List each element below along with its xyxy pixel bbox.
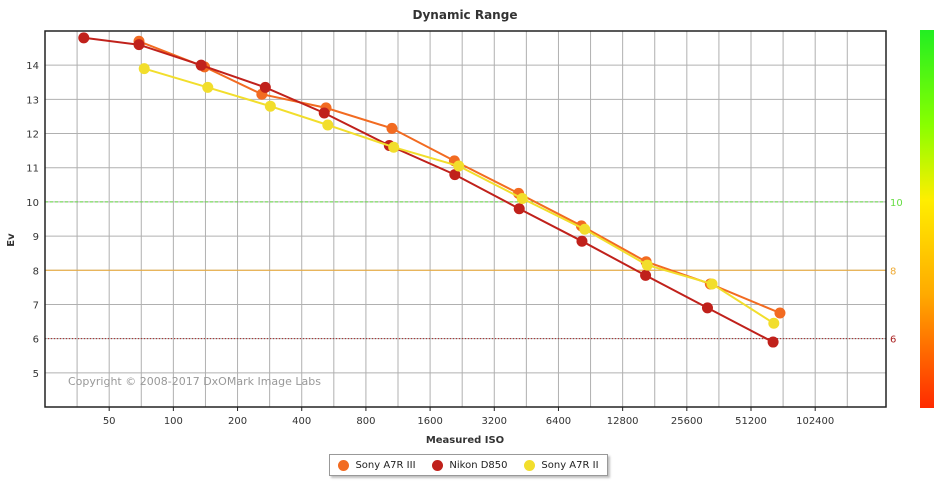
legend-label: Sony A7R II <box>541 459 599 471</box>
data-point-nikon-d850 <box>576 235 588 247</box>
data-point-sony-a7r-ii <box>706 278 718 290</box>
y-tick-label: 9 <box>33 232 39 243</box>
copyright-text: Copyright © 2008-2017 DxOMark Image Labs <box>68 375 321 388</box>
x-tick-label: 3200 <box>482 416 507 427</box>
data-point-sony-a7r-ii <box>453 160 465 172</box>
data-point-nikon-d850 <box>195 59 207 71</box>
reference-label: 6 <box>890 335 896 346</box>
x-axis-label: Measured ISO <box>426 435 504 446</box>
x-tick-label: 6400 <box>546 416 571 427</box>
legend: Sony A7R III Nikon D850 Sony A7R II <box>329 454 608 476</box>
y-tick-label: 5 <box>33 369 39 380</box>
y-axis-label: Ev <box>6 233 17 247</box>
legend-item-sony-a7r-iii[interactable]: Sony A7R III <box>338 459 416 471</box>
data-point-sony-a7r-ii <box>768 317 780 329</box>
data-point-sony-a7r-ii <box>322 119 334 131</box>
data-point-sony-a7r-ii <box>138 63 150 75</box>
data-point-sony-a7r-iii <box>386 122 398 134</box>
reference-label: 10 <box>890 198 903 209</box>
reference-label: 8 <box>890 266 896 277</box>
x-tick-label: 25600 <box>671 416 703 427</box>
data-point-sony-a7r-iii <box>774 307 786 319</box>
legend-marker <box>338 459 350 471</box>
x-tick-label: 1600 <box>417 416 442 427</box>
color-scale-bar <box>920 30 934 408</box>
data-point-sony-a7r-ii <box>516 192 528 204</box>
legend-label: Sony A7R III <box>355 459 416 471</box>
data-point-nikon-d850 <box>78 32 90 44</box>
y-tick-label: 6 <box>33 335 39 346</box>
y-tick-label: 7 <box>33 300 39 311</box>
legend-item-sony-a7r-ii[interactable]: Sony A7R II <box>524 459 599 471</box>
x-axis-ticks: 50 100 200 400 800 1600 3200 6400 12800 25600 5120… <box>103 407 834 427</box>
grid <box>45 31 886 407</box>
data-point-sony-a7r-ii <box>579 223 591 235</box>
data-point-nikon-d850 <box>767 336 779 348</box>
series-line-sony-a7r-ii <box>143 67 775 325</box>
y-tick-label: 13 <box>26 95 39 106</box>
data-point-sony-a7r-ii <box>388 141 400 153</box>
data-point-nikon-d850 <box>640 269 652 281</box>
y-tick-label: 14 <box>26 61 39 72</box>
x-tick-label: 51200 <box>735 416 767 427</box>
y-tick-label: 8 <box>33 266 39 277</box>
series-layer <box>78 32 786 348</box>
chart-title: Dynamic Range <box>413 8 518 22</box>
data-point-sony-a7r-ii <box>264 100 276 112</box>
y-tick-label: 10 <box>26 198 39 209</box>
data-point-nikon-d850 <box>259 81 271 93</box>
data-point-nikon-d850 <box>513 203 525 215</box>
data-point-nikon-d850 <box>133 39 145 51</box>
x-tick-label: 50 <box>103 416 116 427</box>
legend-label: Nikon D850 <box>449 459 508 471</box>
plot-frame <box>44 30 887 408</box>
y-tick-label: 11 <box>26 164 39 175</box>
data-point-nikon-d850 <box>449 169 461 181</box>
data-point-nikon-d850 <box>318 107 330 119</box>
x-tick-label: 102400 <box>796 416 834 427</box>
x-tick-label: 400 <box>292 416 311 427</box>
data-point-sony-a7r-ii <box>202 81 214 93</box>
x-tick-label: 200 <box>228 416 247 427</box>
data-point-sony-a7r-ii <box>641 259 653 271</box>
legend-marker <box>432 459 444 471</box>
legend-item-nikon-d850[interactable]: Nikon D850 <box>432 459 508 471</box>
legend-marker <box>524 459 536 471</box>
x-tick-label: 800 <box>356 416 375 427</box>
y-tick-label: 12 <box>26 130 39 141</box>
x-tick-label: 12800 <box>607 416 639 427</box>
x-tick-label: 100 <box>164 416 183 427</box>
series-line-nikon-d850 <box>83 36 774 343</box>
data-point-nikon-d850 <box>701 302 713 314</box>
y-axis-ticks: 5 6 7 8 9 10 11 12 13 14 <box>26 61 39 380</box>
reference-lines: 10 8 6 <box>45 198 903 346</box>
